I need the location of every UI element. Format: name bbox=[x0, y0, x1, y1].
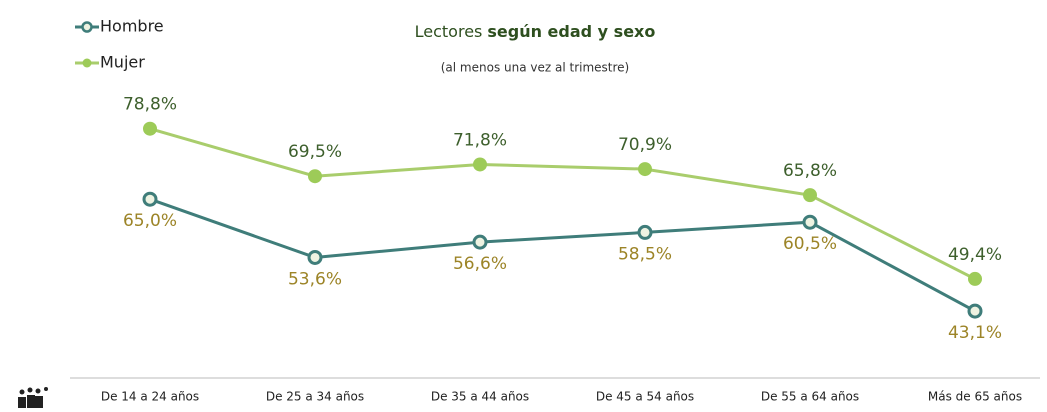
data-label: 78,8% bbox=[123, 95, 177, 115]
logo-icon bbox=[18, 387, 48, 408]
chart-subtitle: (al menos una vez al trimestre) bbox=[441, 61, 629, 75]
data-point bbox=[967, 303, 983, 319]
legend-label: Hombre bbox=[100, 17, 164, 36]
series-line bbox=[149, 127, 976, 281]
x-tick-label: De 14 a 24 años bbox=[101, 390, 199, 404]
data-label: 56,6% bbox=[453, 254, 507, 274]
data-point bbox=[968, 271, 982, 286]
x-tick-label: De 35 a 44 años bbox=[431, 390, 529, 404]
data-label: 58,5% bbox=[618, 244, 672, 264]
data-label: 65,8% bbox=[783, 161, 837, 181]
data-point bbox=[802, 214, 818, 230]
data-point bbox=[142, 191, 158, 207]
legend-label: Mujer bbox=[100, 53, 145, 72]
data-label: 60,5% bbox=[783, 234, 837, 254]
data-label: 65,0% bbox=[123, 211, 177, 231]
data-point bbox=[803, 188, 817, 203]
data-label: 71,8% bbox=[453, 130, 507, 150]
data-point bbox=[308, 169, 322, 184]
data-point bbox=[637, 224, 653, 240]
x-tick-label: De 45 a 54 años bbox=[596, 390, 694, 404]
data-point bbox=[143, 121, 157, 136]
x-tick-label: De 25 a 34 años bbox=[266, 390, 364, 404]
data-label: 70,9% bbox=[618, 135, 672, 155]
series-line bbox=[149, 197, 976, 313]
title-part: Lectores bbox=[415, 22, 483, 41]
title-emphasis: según edad y sexo bbox=[487, 22, 655, 41]
data-point bbox=[307, 249, 323, 265]
data-label: 69,5% bbox=[288, 142, 342, 162]
x-tick-label: De 55 a 64 años bbox=[761, 390, 859, 404]
x-tick-label: Más de 65 años bbox=[928, 390, 1022, 404]
chart-title: Lectores según edad y sexo bbox=[415, 22, 656, 41]
data-point bbox=[638, 162, 652, 177]
data-label: 43,1% bbox=[948, 323, 1002, 343]
legend-marker bbox=[82, 58, 92, 68]
data-point bbox=[472, 234, 488, 250]
data-label: 53,6% bbox=[288, 269, 342, 289]
data-label: 49,4% bbox=[948, 245, 1002, 265]
data-point bbox=[473, 157, 487, 172]
legend-marker bbox=[81, 21, 93, 33]
